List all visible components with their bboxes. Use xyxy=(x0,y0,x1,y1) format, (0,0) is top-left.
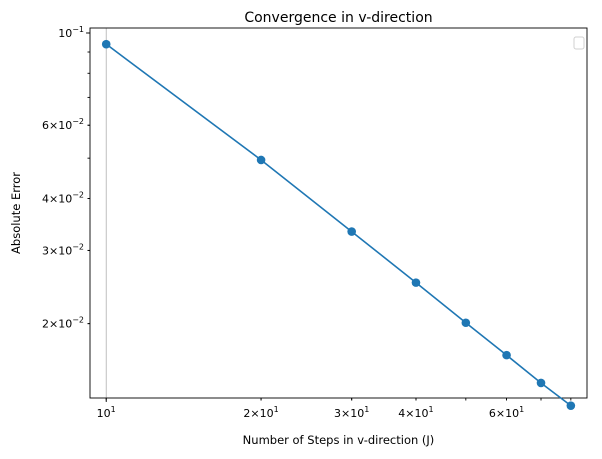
data-point xyxy=(461,318,471,328)
x-tick-label-exponent: 1 xyxy=(364,405,369,414)
x-tick-label-base: 2×10 xyxy=(243,407,273,420)
x-tick-label-base: 4×10 xyxy=(398,407,428,420)
x-tick-label: 101 xyxy=(97,405,116,420)
tick-layer: 101 2×101 3×101 4×101 6×10110−16×10−24×10−23… xyxy=(42,25,572,420)
y-tick-label: 10−1 xyxy=(58,25,84,40)
x-axis-label: Number of Steps in v-direction (J) xyxy=(243,433,435,447)
x-tick-label-exponent: 1 xyxy=(429,405,434,414)
data-point xyxy=(536,378,546,388)
data-point xyxy=(566,401,576,410)
x-tick-label-base: 6×10 xyxy=(489,407,519,420)
data-point xyxy=(347,227,356,236)
series-line xyxy=(105,43,572,407)
y-tick-label-exponent: −2 xyxy=(72,190,84,199)
x-tick-label-base: 3×10 xyxy=(334,407,364,420)
y-tick-label: 3×10−2 xyxy=(42,242,84,257)
y-tick-label: 6×10−2 xyxy=(42,117,84,132)
legend-box xyxy=(573,36,585,50)
y-tick-label-exponent: −2 xyxy=(72,117,84,126)
data-point xyxy=(411,278,421,287)
y-tick-label-exponent: −1 xyxy=(72,25,84,34)
x-tick-label-exponent: 1 xyxy=(274,405,279,414)
chart-title: Convergence in v-direction xyxy=(244,10,432,26)
y-tick-label-exponent: −2 xyxy=(72,316,84,325)
x-tick-label: 3×101 xyxy=(334,405,369,420)
y-axis-label: Absolute Error xyxy=(9,172,23,254)
series-layer xyxy=(101,39,576,410)
y-tick-label-base: 4×10 xyxy=(42,192,72,205)
data-point xyxy=(502,350,511,360)
x-tick-label: 2×101 xyxy=(243,405,278,420)
y-tick-label-base: 10 xyxy=(58,27,72,40)
y-tick-label-base: 2×10 xyxy=(42,318,72,331)
x-tick-label-exponent: 1 xyxy=(111,405,116,414)
x-tick-label: 6×101 xyxy=(489,405,524,420)
data-point xyxy=(256,155,266,165)
x-tick-label-exponent: 1 xyxy=(519,405,524,414)
plot-frame xyxy=(89,27,588,399)
y-tick-label: 4×10−2 xyxy=(42,190,84,205)
data-point xyxy=(101,39,111,49)
y-tick-label-base: 6×10 xyxy=(42,119,72,132)
y-tick-label-exponent: −2 xyxy=(72,242,84,251)
y-tick-label: 2×10−2 xyxy=(42,316,84,331)
x-tick-label: 4×101 xyxy=(398,405,433,420)
x-tick-label-base: 10 xyxy=(97,407,111,420)
y-tick-label-base: 3×10 xyxy=(42,244,72,257)
